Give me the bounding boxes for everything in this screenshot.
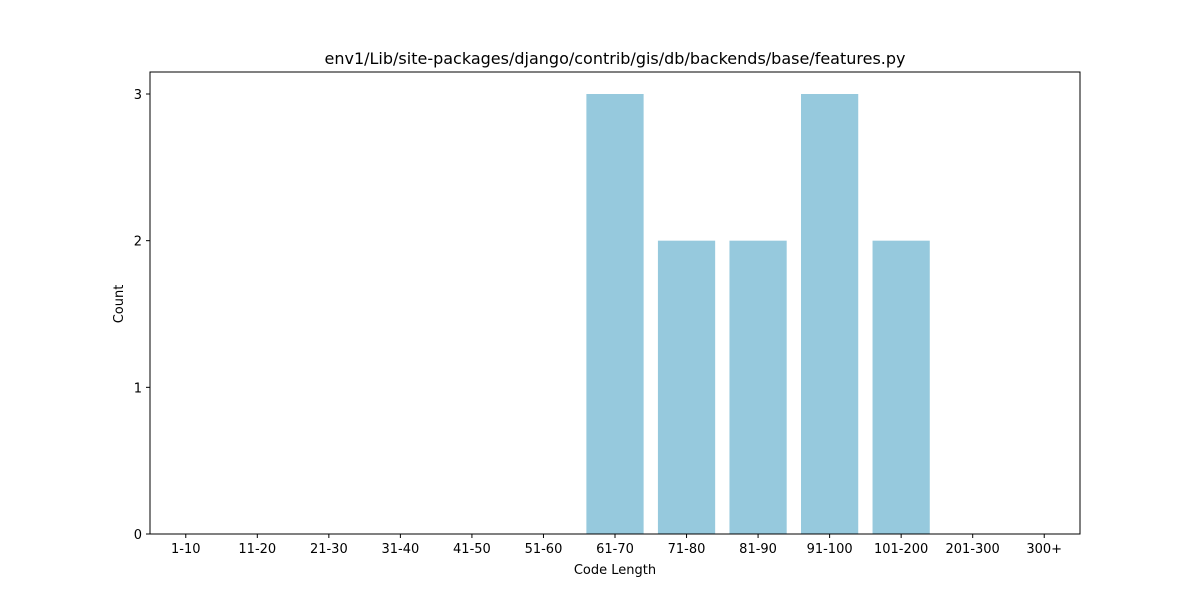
bar-81-90 [729,240,787,534]
x-tick-label: 1-10 [171,542,201,557]
plot-frame [149,71,1081,535]
x-tick-label: 31-40 [381,542,419,557]
bar-61-70 [586,94,644,534]
x-tick-label: 91-100 [807,542,853,557]
x-tick-label: 61-70 [596,542,634,557]
x-tick-label: 11-20 [238,542,276,557]
x-tick-label: 101-200 [874,542,928,557]
y-tick-label: 3 [134,88,142,103]
y-axis-ticks: 0 1 2 3 [134,88,150,543]
y-tick-label: 2 [134,235,142,250]
x-axis-label: Code Length [574,563,656,578]
bar-101-200 [872,240,930,534]
x-axis-ticks: 1-10 11-20 21-30 31-40 41-50 51-60 61-70 71-80 8… [171,534,1062,557]
x-tick-label: 300+ [1026,542,1062,557]
x-tick-label: 51-60 [525,542,563,557]
bars-layer [586,94,930,534]
bar-91-100 [801,94,859,534]
x-tick-label: 71-80 [668,542,706,557]
y-axis-label: Count [112,285,127,324]
y-tick-label: 1 [134,381,142,396]
y-tick-label: 0 [134,528,142,543]
x-tick-label: 41-50 [453,542,491,557]
chart-title: env1/Lib/site-packages/django/contrib/gi… [324,49,905,68]
x-tick-label: 21-30 [310,542,348,557]
bar-71-80 [657,240,716,534]
x-tick-label: 81-90 [739,542,777,557]
x-tick-label: 201-300 [946,542,1000,557]
